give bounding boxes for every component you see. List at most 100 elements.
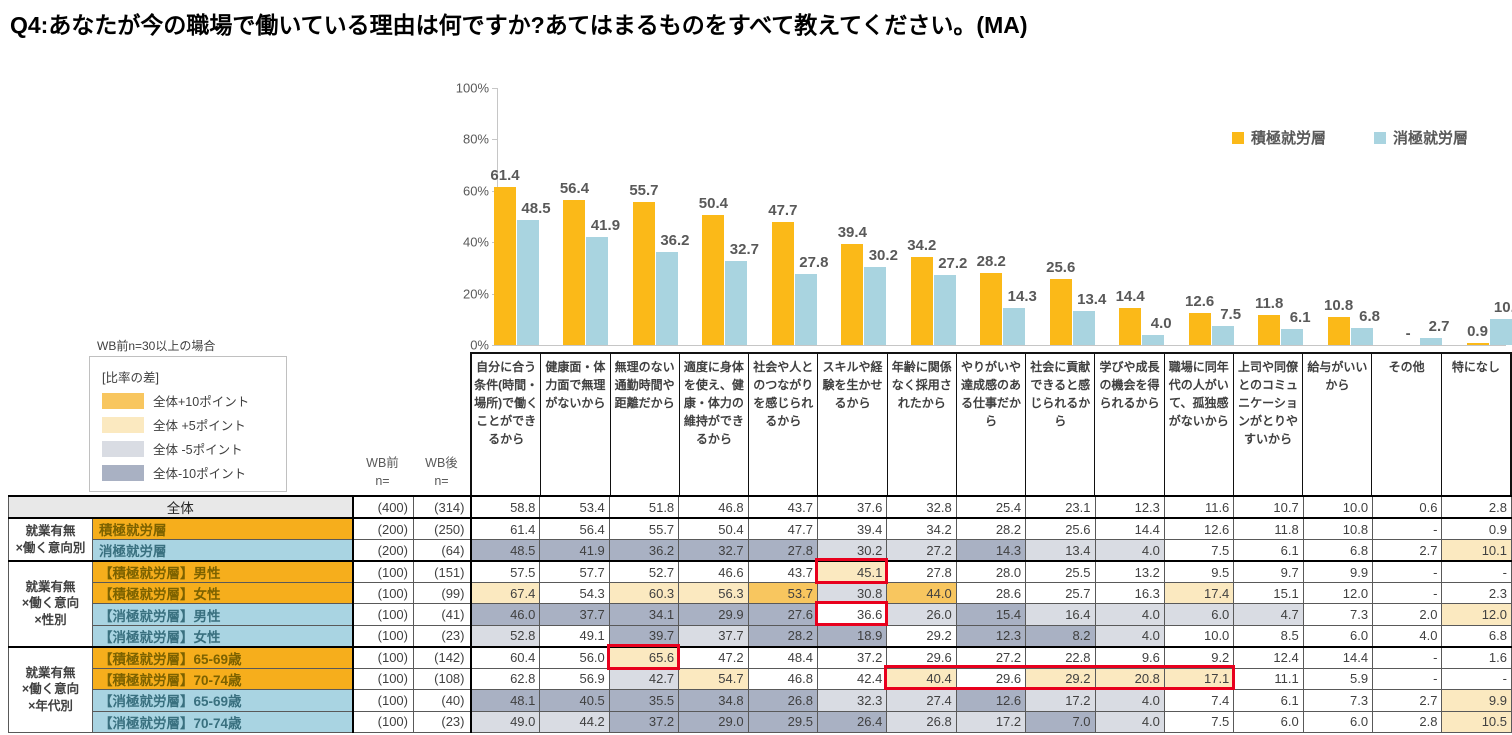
value-cell: - [1372,517,1443,540]
bar-negative-segment [517,220,539,345]
category-header-cell: スキルや経験を生かせるから [818,354,888,495]
value-cell: 29.2 [886,624,957,648]
value-cell: 18.9 [816,624,888,648]
value-cell: 4.0 [1094,624,1165,648]
value-cell: 4.0 [1094,539,1165,562]
table-row: 消極就労層 (200) (64) 48.5 41.9 36.2 32.7 27.8 30.2 27… [9,539,1512,562]
value-cell: 10.1 [1441,539,1512,562]
table-row: 【消極就労層】65-69歳 (100) (40) 48.1 40.5 35.5 34.8 26… [9,689,1512,712]
value-cell: 7.5 [1163,539,1235,562]
value-cell: 56.9 [539,667,610,691]
value-cell: 14.4 [1094,517,1165,540]
value-cell: 9.6 [1094,645,1165,669]
value-cell: 27.8 [747,539,818,562]
table-row: 【消極就労層】70-74歳 (100) (23) 49.0 44.2 37.2 29.0 29… [9,710,1512,733]
value-cell: 45.1 [816,560,888,583]
bar-negative-segment [1281,329,1304,345]
value-cell: 16.3 [1094,581,1165,605]
wb-post-n-cell: (142) [413,645,471,669]
value-cell: 6.0 [1163,603,1235,626]
diff-legend-items: 全体+10ポイント 全体 +5ポイント 全体 -5ポイント 全体-10ポイント [102,391,274,482]
value-cell: 49.1 [539,624,610,648]
value-cell: 9.9 [1302,560,1374,583]
bar-negative-segment [933,275,956,345]
category-header-cell: 社会に貢献できると感じられるから [1026,354,1096,495]
value-cell: 10.0 [1163,624,1235,648]
value-cell: 46.8 [747,667,818,691]
value-cell: 9.5 [1163,560,1235,583]
diff-legend-item: 全体-10ポイント [102,463,274,482]
bar-value-label: 28.2 [976,252,1006,270]
value-cell: 10.7 [1233,495,1304,519]
value-cell: 12.0 [1302,581,1374,605]
value-cell: 54.3 [539,581,610,605]
value-cell: 2.3 [1441,581,1512,605]
diff-swatch-icon [102,416,144,433]
category-header-cell: 年齢に関係なく採用されたから [888,354,957,495]
value-cell: 34.1 [608,603,680,626]
value-cell: 56.0 [539,645,610,669]
wb-post-n-cell: (250) [413,517,471,540]
bar-value-label: 0.9 [1467,322,1488,340]
value-cell: 37.2 [608,710,680,733]
diff-legend-label: 全体 +5ポイント [153,419,246,433]
value-cell: 4.0 [1094,689,1165,712]
bar-positive-segment [632,201,655,345]
value-cell: 32.7 [678,539,749,562]
value-cell: 28.2 [955,517,1027,540]
value-cell: 44.0 [886,581,957,605]
category-header-cell: 学びや成長の機会を得られるから [1095,354,1165,495]
value-cell: 54.7 [678,667,749,691]
value-cell: 39.7 [608,624,680,648]
bar-value-label: 25.6 [1046,259,1076,277]
legend-item: 積極就労層 [1232,127,1326,148]
value-cell: 28.6 [955,581,1027,605]
table-row: 就業有無 ×働く意向別 積極就労層 (200) (250) 61.4 56.4 55.7 50.… [8,517,1512,562]
diff-legend-item: 全体 -5ポイント [102,439,274,458]
value-cell: 2.0 [1372,603,1443,626]
value-cell: 11.8 [1233,517,1304,540]
diff-legend-item: 全体 +5ポイント [102,415,274,434]
bar-negative-segment [1350,327,1373,345]
bar-positive-segment [1049,279,1072,345]
bar-value-label: 41.9 [590,217,621,235]
value-cell: 12.6 [955,689,1027,712]
value-cell: 53.7 [747,581,818,605]
value-cell: 2.8 [1372,710,1443,733]
category-header-cell: 給与がいいから [1303,354,1373,495]
value-cell: 43.7 [747,495,818,519]
value-cell: 11.6 [1163,495,1235,519]
value-cell: 56.4 [539,517,610,540]
wb-pre-n-cell: (100) [351,689,414,712]
value-cell: 13.4 [1025,539,1096,562]
bar-positive-segment [980,272,1003,345]
row-group-label: 就業有無 ×働く意向 ×性別 [8,560,93,648]
value-cell: 27.6 [747,603,818,626]
value-cell: 10.8 [1302,517,1374,540]
value-cell: 2.8 [1441,495,1512,519]
value-cell: 29.6 [886,645,957,669]
value-cell: 41.9 [539,539,610,562]
table-row: 就業有無 ×働く意向 ×年代別 【積極就労層】65-69歳 (100) (142) 60.4… [8,645,1512,733]
value-cell: 58.8 [469,495,541,519]
value-cell: 29.0 [678,710,749,733]
value-cell: 26.0 [886,603,957,626]
bar-positive-segment [1466,342,1489,345]
value-cell: 37.7 [678,624,749,648]
value-cell: - [1372,667,1443,691]
category-header-row: 自分に合う条件(時間・場所)で働くことができるから 健康面・体力面で無理がないから… [470,352,1512,495]
value-cell: 51.8 [608,495,680,519]
bar-positive-segment [702,215,725,345]
legend-label: 消極就労層 [1393,130,1469,147]
category-header-cell: 特になし [1451,360,1500,374]
value-cell: 60.3 [608,581,680,605]
bar-value-label: 7.5 [1220,305,1242,323]
category-header-cell: 健康面・体力面で無理がないから [541,354,611,495]
bar-value-label: - [1405,325,1411,342]
value-cell: 9.7 [1233,560,1304,583]
wb-pre-n-cell: (200) [351,539,414,562]
value-cell: 25.7 [1025,581,1096,605]
value-cell: 44.2 [539,710,610,733]
value-cell: 26.8 [747,689,818,712]
value-cell: - [1372,581,1443,605]
